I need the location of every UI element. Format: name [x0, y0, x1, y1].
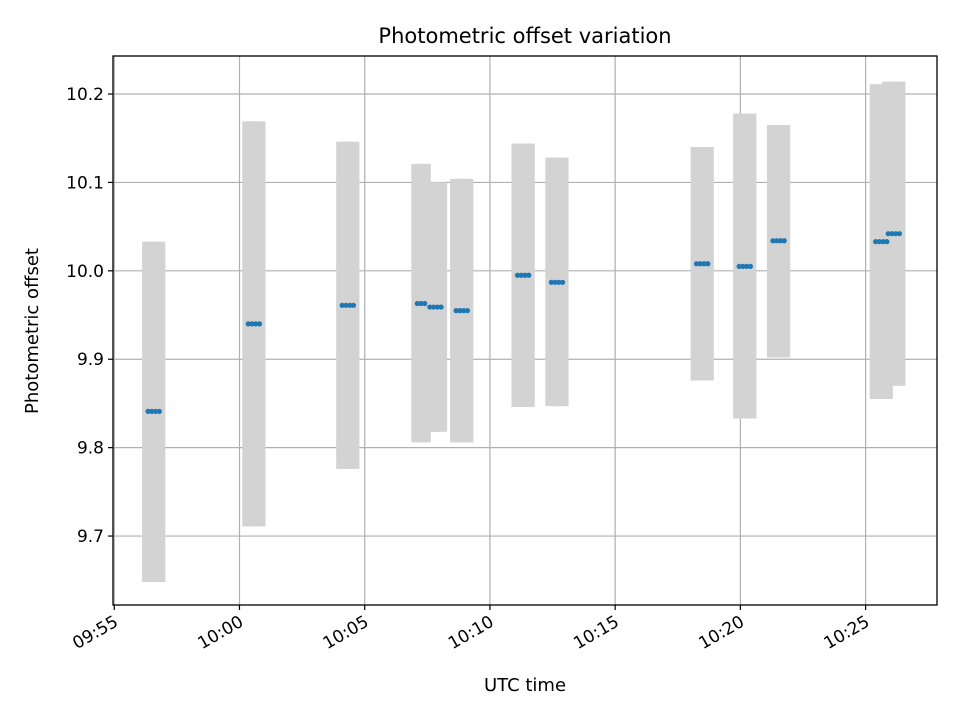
data-point: [876, 239, 882, 245]
x-tick-label: 10:15: [570, 612, 622, 654]
x-axis-label: UTC time: [484, 675, 566, 696]
plot-frame: [112, 55, 938, 606]
data-point: [701, 261, 707, 267]
y-axis-label: Photometric offset: [22, 248, 43, 414]
data-point: [343, 302, 349, 308]
data-point: [149, 408, 155, 414]
data-point: [885, 231, 891, 237]
data-point: [777, 238, 784, 244]
data-point: [350, 302, 357, 308]
data-point: [418, 300, 424, 307]
data-point: [152, 408, 159, 414]
chart-title: Photometric offset variation: [378, 24, 671, 48]
x-tick-label: 09:55: [69, 612, 121, 654]
data-point: [438, 304, 444, 310]
data-point: [414, 300, 420, 307]
error-bars: [142, 81, 906, 583]
data-point: [747, 263, 754, 270]
data-point: [697, 261, 703, 267]
data-point: [457, 308, 463, 314]
x-tick-label: 10:05: [320, 612, 372, 654]
data-point: [522, 272, 528, 278]
data-point: [548, 279, 554, 285]
data-point: [736, 263, 742, 270]
y-tick-label: 9.7: [77, 527, 104, 547]
y-tick-label: 10.2: [66, 85, 104, 105]
y-tick-label: 10.0: [66, 262, 104, 282]
data-point: [245, 321, 251, 327]
data-point: [781, 238, 787, 244]
data-point: [873, 239, 879, 245]
data-point: [526, 272, 532, 278]
data-point: [430, 304, 437, 310]
data-point: [422, 300, 428, 307]
x-tick-label: 10:20: [695, 612, 747, 654]
data-point: [464, 308, 470, 314]
data-point: [770, 238, 776, 244]
x-tick-label: 10:00: [195, 612, 247, 654]
x-tick-label: 10:10: [445, 612, 497, 654]
data-point: [434, 304, 440, 310]
data-point: [427, 304, 433, 310]
x-tick-label: 10:25: [821, 612, 873, 654]
data-point: [556, 279, 562, 285]
y-axis-ticks: 9.7 9.8 9.9 10.0 10.1 10.2: [66, 85, 113, 547]
data-point: [884, 239, 890, 245]
data-point: [156, 408, 162, 414]
data-point: [518, 272, 524, 278]
data-point: [559, 279, 566, 285]
y-tick-label: 10.1: [66, 173, 104, 193]
data-point: [253, 321, 259, 327]
data-point: [889, 231, 895, 237]
data-point: [453, 308, 459, 314]
data-point: [552, 279, 558, 285]
data-point: [893, 231, 899, 237]
y-tick-label: 9.8: [77, 439, 104, 459]
data-point: [740, 263, 746, 270]
data-point: [249, 321, 255, 327]
data-point: [145, 408, 151, 414]
data-point: [774, 238, 780, 244]
data-point: [705, 261, 711, 267]
x-axis-ticks: 09:55 10:00 10:05 10:10 10:15 10:20 10:25: [69, 605, 873, 654]
data-point: [347, 302, 353, 308]
data-points: [145, 231, 903, 414]
data-point: [514, 272, 521, 278]
data-point: [693, 261, 700, 267]
data-point: [339, 302, 345, 308]
data-point: [256, 321, 263, 327]
data-point: [461, 308, 467, 314]
y-tick-label: 9.9: [77, 350, 104, 370]
data-point: [744, 263, 750, 270]
data-point: [880, 239, 886, 245]
data-point: [896, 231, 903, 237]
